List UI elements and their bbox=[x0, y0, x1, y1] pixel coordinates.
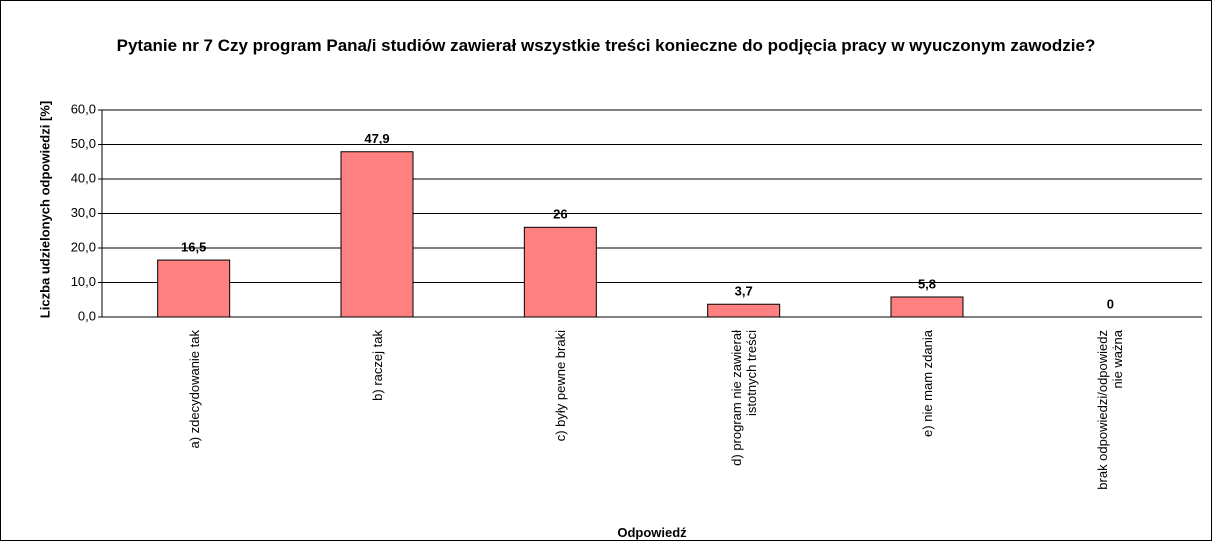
bar bbox=[340, 151, 414, 318]
y-axis-label: Liczba udzielonych odpowiedzi [%] bbox=[37, 100, 53, 319]
data-label: 0 bbox=[1107, 296, 1114, 311]
data-label: 16,5 bbox=[181, 240, 206, 255]
data-label: 26 bbox=[553, 207, 567, 222]
bar bbox=[523, 226, 597, 318]
data-label: 3,7 bbox=[735, 284, 753, 299]
y-tick-label: 40,0 bbox=[71, 170, 96, 185]
x-tick-label: e) nie mam zdania bbox=[919, 330, 935, 437]
data-label: 47,9 bbox=[364, 131, 389, 146]
y-tick-label: 50,0 bbox=[71, 136, 96, 151]
y-tick-label: 10,0 bbox=[71, 274, 96, 289]
chart-title: Pytanie nr 7 Czy program Pana/i studiów … bbox=[116, 36, 1096, 55]
y-tick-label: 30,0 bbox=[71, 205, 96, 220]
x-tick-label: c) były pewne braki bbox=[552, 330, 568, 442]
data-label: 5,8 bbox=[918, 276, 936, 291]
y-tick-label: 60,0 bbox=[71, 101, 96, 116]
bar bbox=[707, 303, 781, 318]
x-tick-label: b) raczej tak bbox=[369, 330, 385, 401]
y-tick-label: 20,0 bbox=[71, 239, 96, 254]
x-tick-label: a) zdecydowanie tak bbox=[186, 330, 202, 449]
x-tick-label: d) program nie zawierał istotnych treści bbox=[728, 330, 759, 466]
bar bbox=[890, 296, 964, 318]
y-tick-label: 0,0 bbox=[78, 308, 96, 323]
x-axis-label: Odpowiedź bbox=[617, 525, 687, 540]
bar bbox=[157, 259, 231, 318]
x-tick-label: brak odpowiedzi/odpowiedz nie ważna bbox=[1095, 330, 1126, 490]
